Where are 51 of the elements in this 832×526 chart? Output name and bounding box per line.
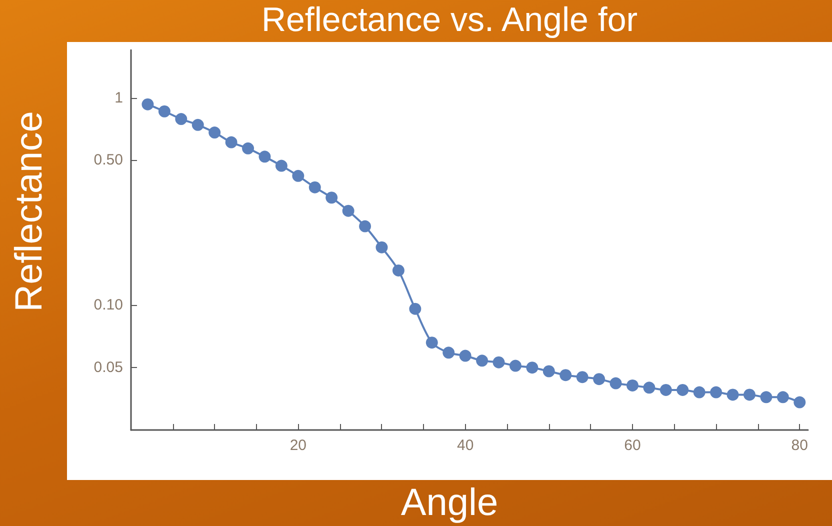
point — [326, 192, 338, 204]
y-tick-label: 0.10 — [94, 296, 123, 314]
point — [626, 379, 638, 392]
point — [610, 377, 622, 390]
y-tick-label: 0.50 — [94, 152, 123, 169]
point — [744, 388, 756, 401]
point — [275, 160, 288, 172]
point — [142, 98, 154, 110]
point — [192, 118, 204, 131]
point — [359, 220, 372, 232]
point — [459, 350, 472, 362]
point — [776, 391, 789, 404]
point — [308, 181, 321, 194]
y-tick-label: 0.05 — [94, 359, 123, 376]
point — [442, 346, 455, 359]
point — [676, 384, 689, 396]
point — [392, 264, 404, 276]
point — [476, 354, 488, 367]
point — [158, 105, 170, 118]
point — [726, 388, 739, 401]
point — [225, 136, 238, 148]
point — [175, 113, 188, 126]
point — [409, 302, 422, 315]
x-axis-title: Angle — [400, 482, 500, 525]
point — [660, 384, 672, 396]
point — [643, 382, 656, 394]
x-tick-label: 60 — [624, 437, 641, 454]
point — [593, 373, 606, 386]
point — [292, 170, 304, 182]
x-tick-label: 20 — [290, 437, 307, 454]
point — [342, 204, 354, 217]
point — [760, 391, 772, 404]
x-tick-label: 80 — [791, 437, 808, 454]
point — [526, 362, 538, 374]
point — [576, 371, 588, 384]
point — [258, 150, 271, 163]
point — [509, 360, 522, 372]
y-axis-title: Reflectance — [8, 110, 52, 314]
point — [492, 356, 505, 368]
point — [560, 369, 572, 382]
chart-title: Reflectance vs. Angle for — [260, 0, 639, 40]
point — [693, 386, 706, 398]
x-tick-label: 40 — [456, 437, 474, 454]
point — [710, 386, 722, 398]
point — [208, 126, 221, 139]
point — [542, 365, 555, 378]
point — [242, 142, 254, 154]
y-tick-label: 1 — [114, 89, 123, 106]
point — [426, 336, 438, 349]
point — [376, 241, 388, 254]
point — [794, 396, 806, 408]
